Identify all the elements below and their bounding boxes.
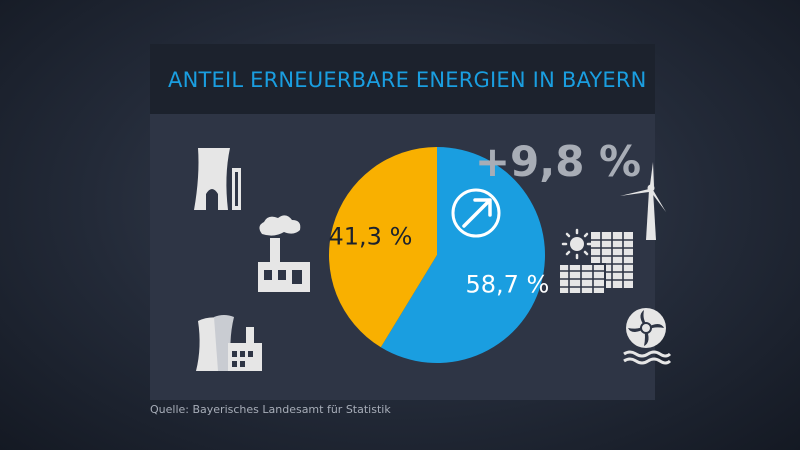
hydro-turbine-icon — [623, 308, 672, 365]
wind-turbine-icon — [620, 162, 666, 240]
arrow-up-right-icon — [451, 188, 501, 238]
pie-label-1: 58,7 % — [465, 270, 549, 298]
title-bar: ANTEIL ERNEUERBARE ENERGIEN IN BAYERN — [150, 44, 655, 114]
solar-panel-icon — [558, 228, 633, 295]
pie-slice-2 — [329, 147, 437, 348]
factory-smoke-icon — [258, 215, 310, 292]
power-plant-icon — [196, 315, 262, 371]
pie-label-2: 41,3 % — [329, 222, 413, 250]
page-title: ANTEIL ERNEUERBARE ENERGIEN IN BAYERN — [168, 68, 647, 92]
cooling-tower-icon — [194, 148, 241, 210]
source-note: Quelle: Bayerisches Landesamt für Statis… — [150, 403, 391, 416]
change-label: +9,8 % — [475, 137, 641, 186]
pie-slice-1 — [380, 147, 546, 364]
